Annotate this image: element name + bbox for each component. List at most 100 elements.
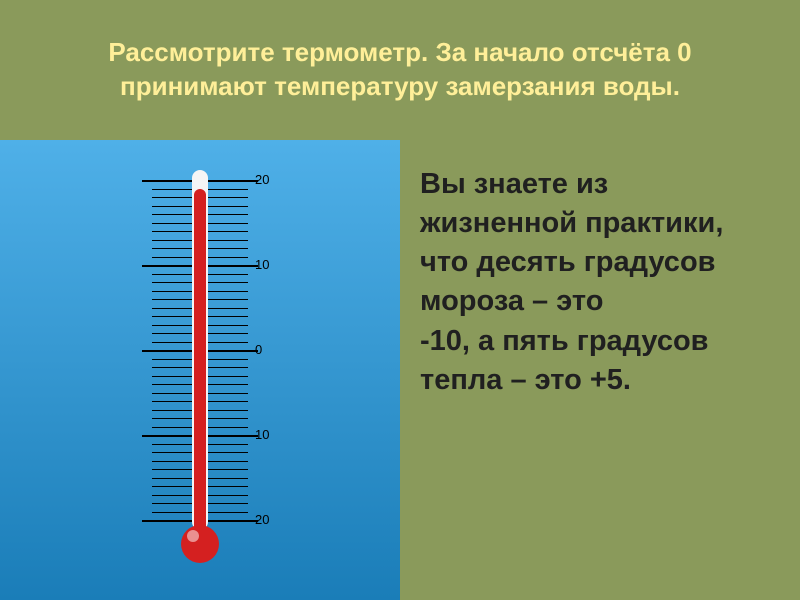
tick: [208, 393, 248, 394]
tick: [152, 189, 192, 190]
tick: [152, 308, 192, 309]
tick: [208, 486, 248, 487]
tick: [208, 520, 258, 522]
tick-label: 20: [255, 512, 285, 527]
tick: [152, 410, 192, 411]
thermometer: 20 10 0 10 20: [110, 160, 290, 580]
tick: [152, 512, 192, 513]
tick: [152, 444, 192, 445]
tick: [152, 461, 192, 462]
body-text: Вы знаете из жизненной практики, что дес…: [420, 165, 770, 400]
tick-label: 10: [255, 427, 285, 442]
text-panel: Вы знаете из жизненной практики, что дес…: [400, 140, 800, 600]
thermometer-panel: 20 10 0 10 20: [0, 140, 400, 600]
tick: [142, 435, 192, 437]
tick: [152, 427, 192, 428]
tick: [208, 410, 248, 411]
tick: [208, 325, 248, 326]
tick: [208, 180, 258, 182]
tick: [152, 367, 192, 368]
tick: [152, 223, 192, 224]
tick: [208, 367, 248, 368]
tick: [152, 452, 192, 453]
tick: [208, 512, 248, 513]
content-area: 20 10 0 10 20 Вы знаете из жизненной практик…: [0, 140, 800, 600]
slide: Рассмотрите термометр. За начало отсчёта…: [0, 0, 800, 600]
tick: [142, 265, 192, 267]
header-line1: Рассмотрите термометр. За начало отсчёта…: [108, 37, 691, 67]
tick: [208, 248, 248, 249]
tick: [208, 384, 248, 385]
tick: [208, 359, 248, 360]
tick: [208, 206, 248, 207]
slide-header: Рассмотрите термометр. За начало отсчёта…: [0, 0, 800, 140]
tick: [208, 401, 248, 402]
tick: [152, 393, 192, 394]
tick: [208, 223, 248, 224]
tick: [152, 316, 192, 317]
tick: [208, 478, 248, 479]
tick: [208, 469, 248, 470]
thermometer-bulb-shine: [187, 530, 199, 542]
tick-label: 0: [255, 342, 285, 357]
tick: [208, 299, 248, 300]
tick: [208, 257, 248, 258]
tick: [152, 248, 192, 249]
tick: [152, 274, 192, 275]
tick: [208, 231, 248, 232]
tick: [208, 316, 248, 317]
tick: [208, 333, 248, 334]
tick: [152, 503, 192, 504]
thermometer-bulb: [181, 525, 219, 563]
tick: [208, 274, 248, 275]
tick: [208, 197, 248, 198]
tick: [152, 325, 192, 326]
tick: [152, 418, 192, 419]
thermometer-mercury: [194, 189, 206, 531]
tick-label: 20: [255, 172, 285, 187]
tick: [208, 495, 248, 496]
tick-label: 10: [255, 257, 285, 272]
tick: [152, 376, 192, 377]
header-line2: принимают температуру замерзания воды.: [120, 71, 680, 101]
tick: [208, 444, 248, 445]
tick: [152, 291, 192, 292]
tick: [208, 350, 258, 352]
tick: [152, 299, 192, 300]
tick: [208, 291, 248, 292]
tick: [152, 401, 192, 402]
tick: [208, 418, 248, 419]
tick: [142, 350, 192, 352]
tick: [152, 359, 192, 360]
tick: [208, 189, 248, 190]
header-text: Рассмотрите термометр. За начало отсчёта…: [108, 36, 691, 104]
tick: [208, 427, 248, 428]
tick: [208, 435, 258, 437]
tick: [152, 197, 192, 198]
tick: [152, 214, 192, 215]
tick: [208, 503, 248, 504]
tick: [152, 342, 192, 343]
tick: [152, 384, 192, 385]
tick: [152, 240, 192, 241]
tick: [152, 495, 192, 496]
tick: [152, 206, 192, 207]
tick: [208, 376, 248, 377]
tick: [152, 486, 192, 487]
tick: [152, 333, 192, 334]
tick: [142, 520, 192, 522]
tick: [152, 469, 192, 470]
tick: [208, 461, 248, 462]
tick: [152, 257, 192, 258]
tick: [208, 214, 248, 215]
tick: [208, 308, 248, 309]
tick: [152, 478, 192, 479]
tick: [208, 240, 248, 241]
tick: [208, 342, 248, 343]
tick: [152, 282, 192, 283]
tick: [208, 452, 248, 453]
tick: [152, 231, 192, 232]
tick: [142, 180, 192, 182]
tick: [208, 282, 248, 283]
tick: [208, 265, 258, 267]
